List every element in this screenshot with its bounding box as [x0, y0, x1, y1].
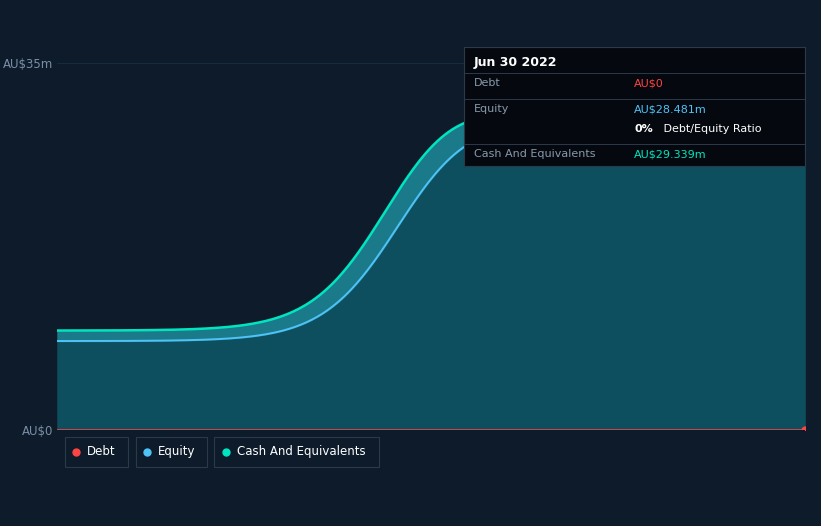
Text: Equity: Equity	[474, 104, 510, 114]
Text: Equity: Equity	[158, 446, 196, 458]
Text: Jun 30 2022: Jun 30 2022	[474, 56, 557, 68]
Text: Cash And Equivalents: Cash And Equivalents	[474, 149, 595, 159]
Text: 0%: 0%	[635, 124, 653, 134]
Text: Debt: Debt	[474, 78, 501, 88]
Text: AU$28.481m: AU$28.481m	[635, 104, 707, 114]
Text: Cash And Equivalents: Cash And Equivalents	[236, 446, 365, 458]
Text: Debt/Equity Ratio: Debt/Equity Ratio	[660, 124, 761, 134]
Text: Debt: Debt	[87, 446, 116, 458]
Text: AU$29.339m: AU$29.339m	[635, 149, 707, 159]
Text: AU$0: AU$0	[635, 78, 664, 88]
